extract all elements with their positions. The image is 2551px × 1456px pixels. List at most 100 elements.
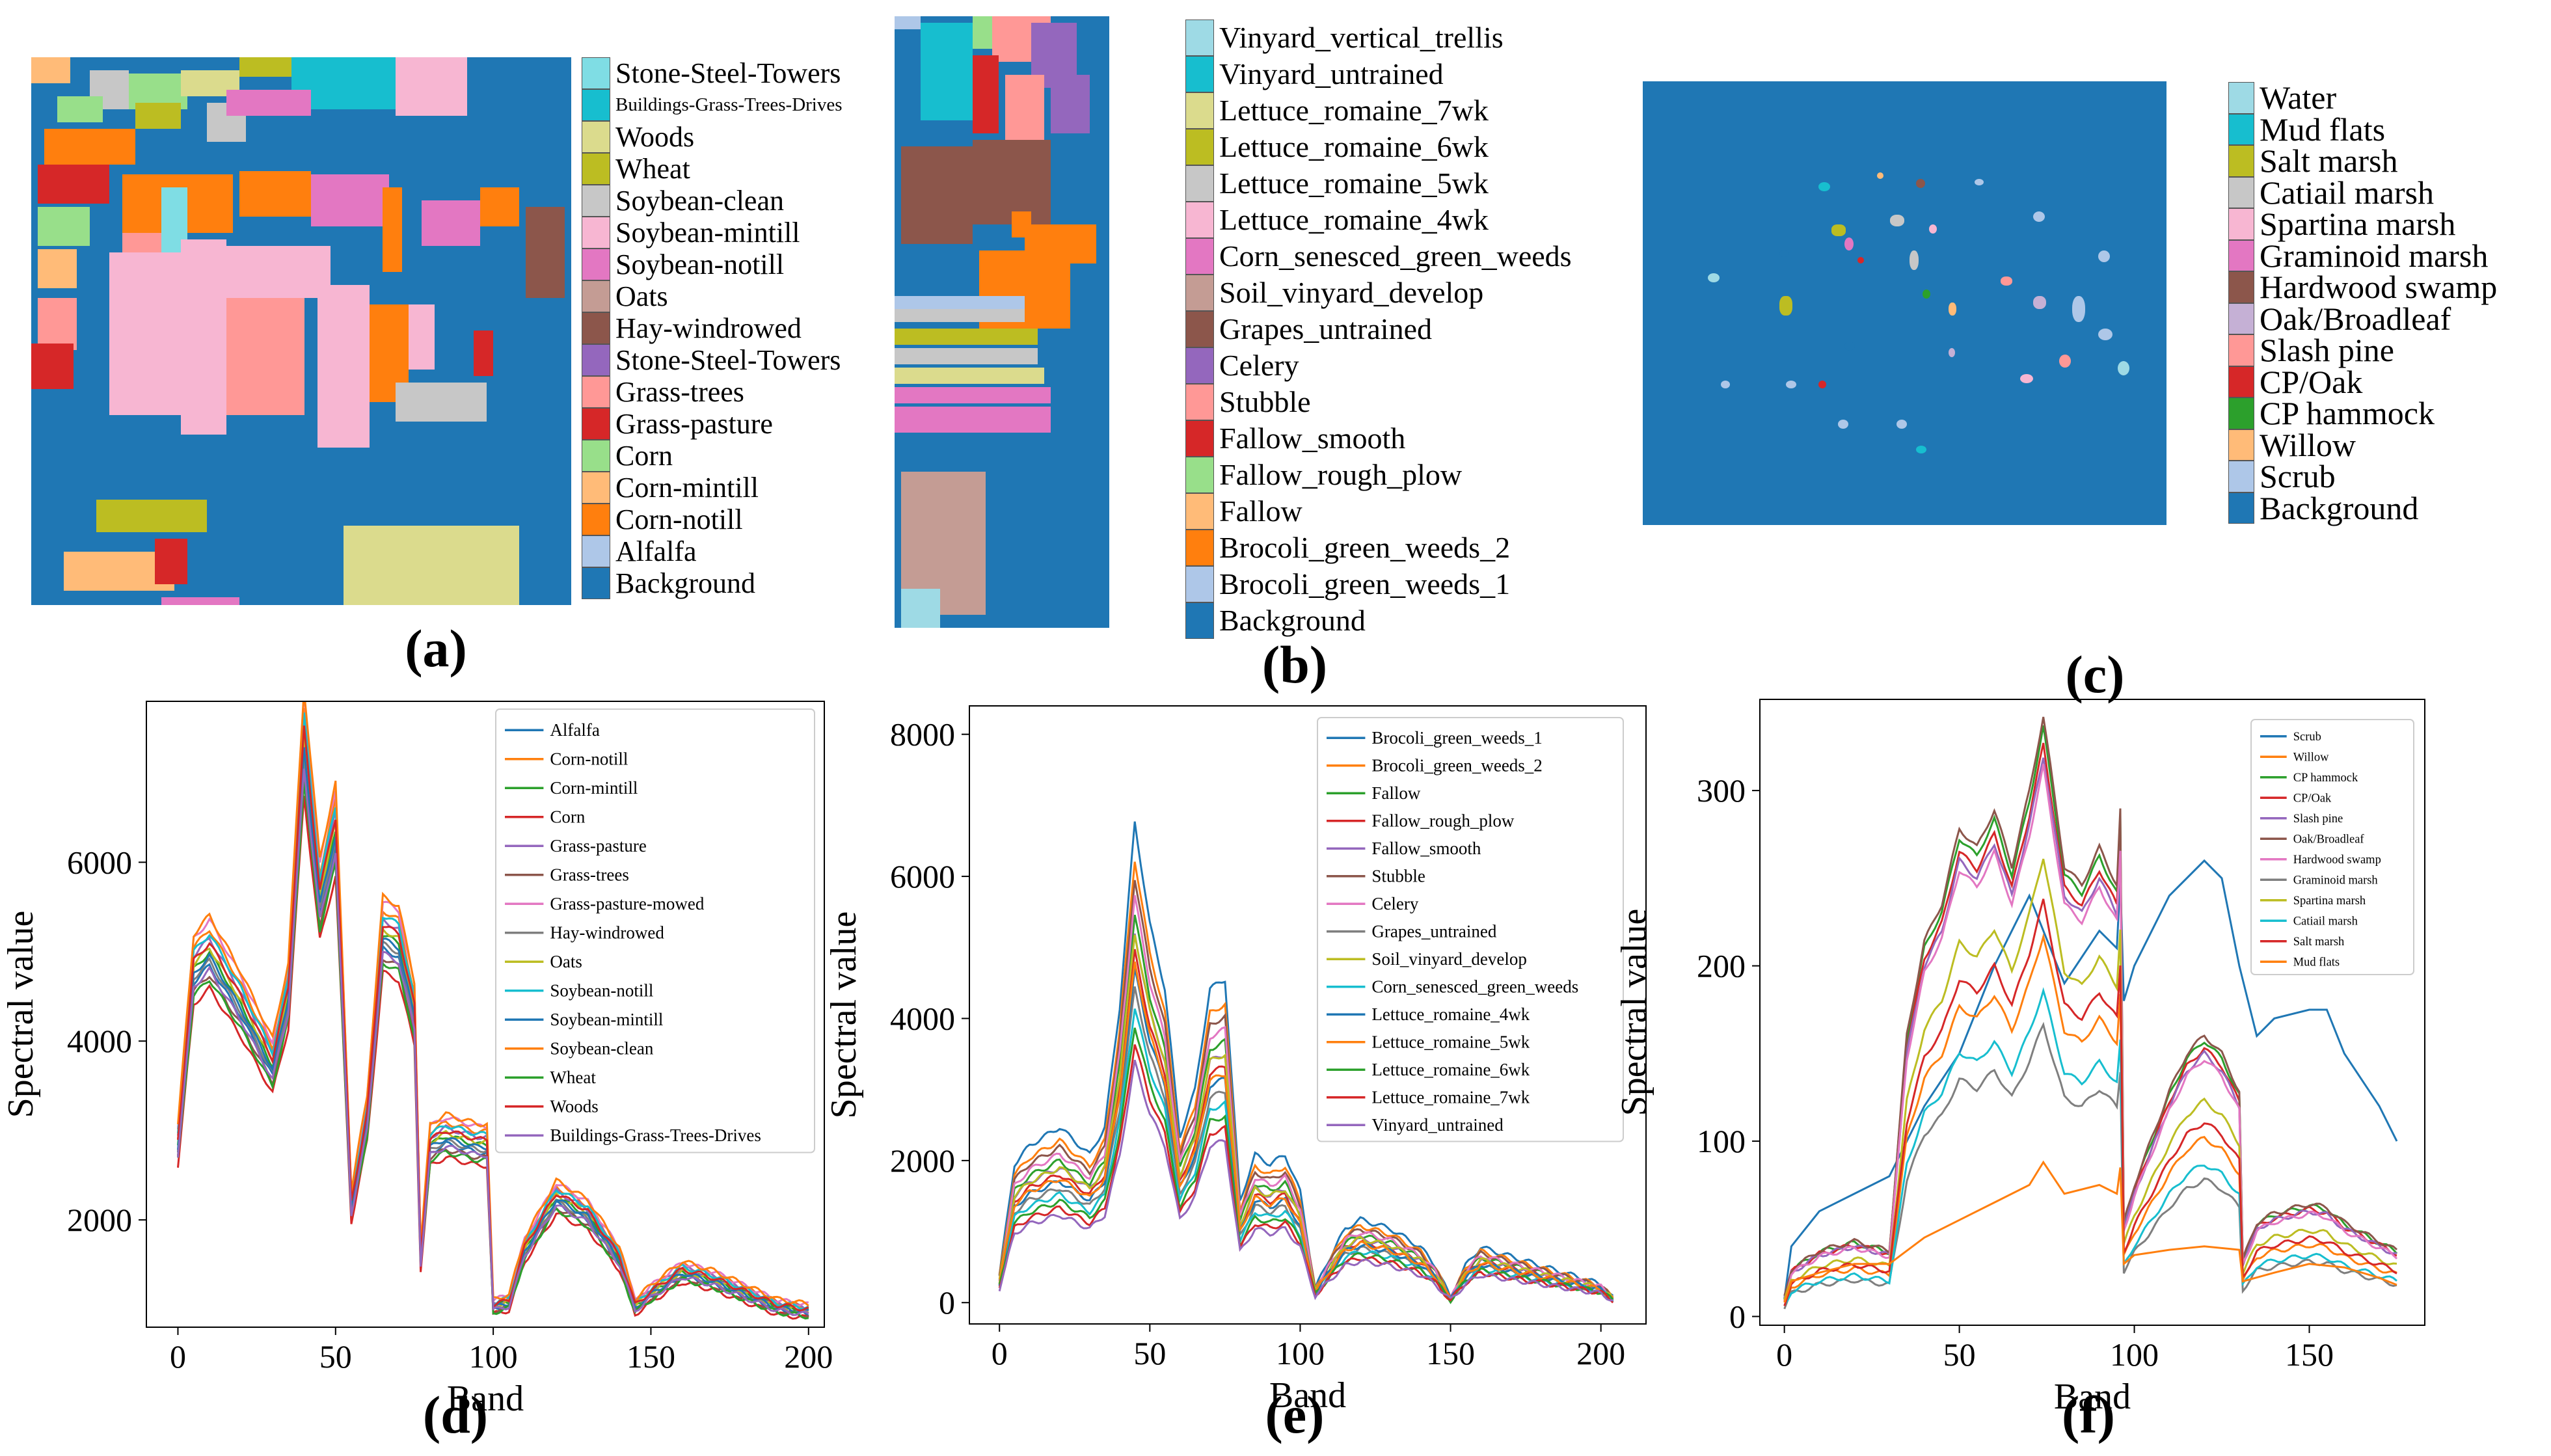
legend-label: Stone-Steel-Towers bbox=[615, 57, 841, 89]
map-parcel bbox=[2033, 296, 2046, 309]
series-line bbox=[1783, 757, 2397, 1299]
legend-entry-label: Scrub bbox=[2293, 731, 2321, 744]
series-group bbox=[998, 821, 1614, 1304]
legend-swatch bbox=[1185, 384, 1214, 420]
legend-label: Lettuce_romaine_4wk bbox=[1219, 203, 1489, 236]
legend-item: CP/Oak bbox=[2228, 366, 2497, 398]
legend-item: Hardwood swamp bbox=[2228, 271, 2497, 303]
map-parcel bbox=[38, 207, 90, 246]
legend-label: Catiail marsh bbox=[2260, 174, 2434, 211]
caption-c: (c) bbox=[2065, 645, 2125, 704]
legend-entry-label: Alfalfa bbox=[550, 720, 599, 740]
map-parcel bbox=[1910, 250, 1919, 270]
legend-item: Soil_vinyard_develop bbox=[1185, 275, 1572, 311]
legend-label: Soybean-clean bbox=[615, 184, 784, 217]
legend-swatch bbox=[582, 217, 610, 249]
x-tick-label: 150 bbox=[627, 1338, 675, 1375]
legend-item: Corn_senesced_green_weeds bbox=[1185, 238, 1572, 275]
x-tick-label: 0 bbox=[170, 1338, 186, 1375]
y-tick-label: 2000 bbox=[67, 1202, 132, 1238]
x-axis-label: Band bbox=[2054, 1377, 2131, 1417]
map-parcel bbox=[96, 500, 207, 532]
plot-frame bbox=[146, 701, 825, 1328]
legend-entry-label: Corn-mintill bbox=[550, 778, 638, 798]
legend-box bbox=[2250, 719, 2414, 975]
x-tick-label: 200 bbox=[1576, 1335, 1625, 1371]
chart-d: 0 50 100 150 200 2000 4000 6000 Band Spectral val… bbox=[1, 701, 833, 1419]
legend-item: Spartina marsh bbox=[2228, 208, 2497, 240]
legend-item: Lettuce_romaine_7wk bbox=[1185, 92, 1572, 129]
caption-a: (a) bbox=[405, 619, 467, 678]
legend-swatch bbox=[2228, 208, 2254, 240]
map-parcel bbox=[1051, 75, 1090, 133]
legend-label: Woods bbox=[615, 120, 695, 153]
x-axis-label: Band bbox=[1269, 1375, 1346, 1416]
legend-item: Stone-Steel-Towers bbox=[582, 344, 843, 376]
legend-swatch bbox=[2228, 82, 2254, 114]
legend-item: Vinyard_vertical_trellis bbox=[1185, 20, 1572, 56]
legend-entry-label: Woods bbox=[550, 1097, 598, 1116]
series-line bbox=[998, 961, 1613, 1301]
legend-swatch bbox=[582, 408, 610, 440]
legend-swatch bbox=[1185, 92, 1214, 129]
x-axis-label: Band bbox=[447, 1379, 524, 1419]
legend-entry-label: Celery bbox=[1371, 894, 1418, 913]
map-parcel bbox=[1779, 250, 1788, 257]
ground-truth-map-b bbox=[895, 16, 1109, 628]
legend-swatch bbox=[2228, 334, 2254, 366]
legend-entry-label: Grass-pasture bbox=[550, 836, 646, 856]
map-parcel bbox=[1831, 224, 1846, 236]
caption-b: (b) bbox=[1262, 635, 1328, 694]
legend-entry-label: Soybean-notill bbox=[550, 981, 653, 1001]
legend-entry-label: Vinyard_untrained bbox=[1371, 1115, 1504, 1135]
legend-label: Corn bbox=[615, 439, 673, 472]
map-parcel bbox=[1877, 172, 1883, 179]
legend-swatch bbox=[2228, 461, 2254, 492]
legend-swatch bbox=[1185, 129, 1214, 165]
legend-label: Brocoli_green_weeds_1 bbox=[1219, 567, 1511, 600]
legend-entry-label: Soybean-mintill bbox=[550, 1010, 663, 1029]
legend-b: Vinyard_vertical_trellis Vinyard_untraine… bbox=[1185, 20, 1572, 639]
legend-swatch bbox=[2228, 239, 2254, 271]
y-axis-label: Spectral value bbox=[1614, 909, 1654, 1116]
legend-label: Oats bbox=[615, 280, 668, 312]
map-parcel bbox=[226, 246, 331, 298]
legend-label: Vinyard_vertical_trellis bbox=[1219, 21, 1504, 54]
y-tick-label: 4000 bbox=[67, 1023, 132, 1059]
legend-entry-label: Soybean-clean bbox=[550, 1039, 653, 1058]
map-parcel bbox=[383, 187, 402, 272]
series-line bbox=[1783, 1160, 2397, 1303]
x-tick-label: 150 bbox=[2285, 1336, 2334, 1373]
legend-swatch bbox=[582, 153, 610, 185]
legend-label: Lettuce_romaine_5wk bbox=[1219, 167, 1489, 200]
legend-label: Fallow bbox=[1219, 494, 1302, 528]
legend-label: Background bbox=[615, 567, 756, 599]
legend-swatch bbox=[1185, 165, 1214, 202]
legend-label: Corn-notill bbox=[615, 503, 743, 535]
legend-swatch bbox=[1185, 238, 1214, 275]
legend-swatch bbox=[2228, 366, 2254, 398]
legend-entry-label: Lettuce_romaine_6wk bbox=[1371, 1060, 1530, 1079]
plot-frame bbox=[969, 705, 1647, 1325]
legend-label: Wheat bbox=[615, 152, 690, 185]
legend-entry-label: Fallow_smooth bbox=[1371, 839, 1481, 858]
map-parcel bbox=[2033, 211, 2045, 222]
series-line bbox=[1783, 987, 2397, 1306]
series-line bbox=[177, 768, 809, 1316]
legend-swatch bbox=[1185, 420, 1214, 457]
map-parcel bbox=[2020, 374, 2033, 383]
legend-swatch bbox=[582, 121, 610, 153]
series-group bbox=[1783, 716, 2398, 1310]
legend-swatch bbox=[582, 312, 610, 344]
legend-swatch bbox=[582, 89, 610, 121]
legend-label: CP hammock bbox=[2260, 395, 2435, 432]
map-parcel bbox=[921, 23, 973, 120]
legend-label: CP/Oak bbox=[2260, 363, 2363, 400]
legend-entry-label: Hay-windrowed bbox=[550, 923, 664, 943]
map-parcel bbox=[2001, 276, 2012, 286]
map-parcel bbox=[895, 407, 1051, 433]
map-parcel bbox=[155, 539, 187, 584]
legend-swatch bbox=[2228, 492, 2254, 524]
legend-label: Fallow_smooth bbox=[1219, 422, 1406, 455]
